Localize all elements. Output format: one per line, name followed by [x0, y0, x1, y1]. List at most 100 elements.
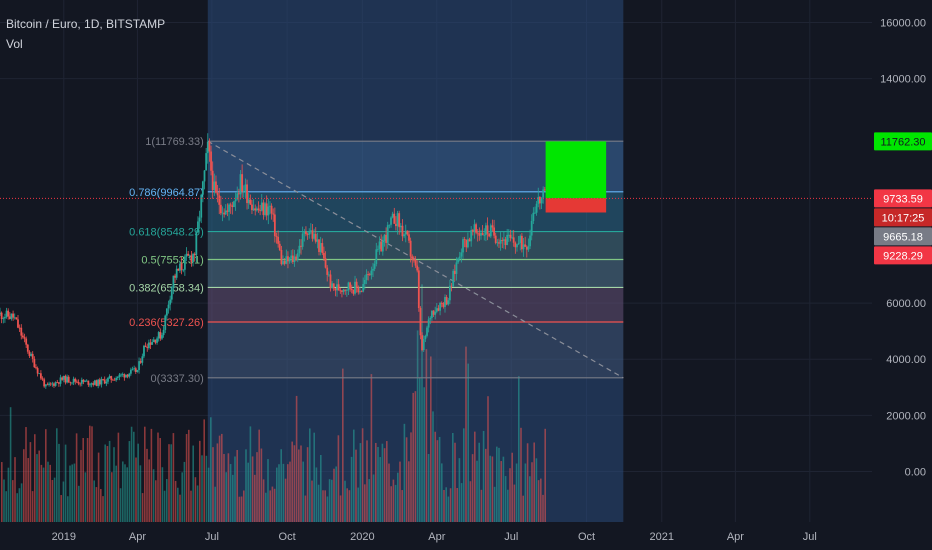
candle-body: [331, 283, 334, 289]
candle-body: [80, 379, 83, 384]
volume-bar: [7, 467, 10, 522]
volume-bar: [421, 284, 423, 522]
candle-body: [2, 318, 5, 320]
candle-body: [527, 246, 530, 250]
volume-bar: [192, 445, 194, 522]
candle-body: [110, 376, 113, 380]
stop-loss-zone[interactable]: [545, 198, 607, 213]
volume-bar: [236, 449, 238, 522]
volume-bar: [117, 432, 120, 522]
volume-bar: [89, 425, 91, 522]
candle-body: [259, 210, 262, 211]
volume-bar: [353, 429, 355, 522]
candle-body: [421, 335, 423, 351]
symbol-title[interactable]: Bitcoin / Euro, 1D, BITSTAMP: [6, 17, 166, 31]
candle-body: [524, 244, 527, 247]
candle-body: [296, 253, 299, 260]
volume-bar: [100, 489, 102, 522]
volume-bar: [434, 431, 436, 522]
price-axis[interactable]: 16000.00 14000.00 6000.00 4000.00 2000.00 0.0…: [874, 17, 932, 478]
candle-body: [417, 270, 420, 309]
price-axis-badge-label: 9665.18: [883, 231, 923, 243]
volume-bar: [405, 437, 408, 522]
volume-bars: [1, 284, 546, 522]
candle-body: [141, 356, 144, 363]
take-profit-zone[interactable]: [545, 141, 607, 199]
volume-bar: [168, 444, 170, 522]
volume-bar: [122, 461, 124, 522]
volume-bar: [139, 465, 142, 522]
candle-body: [7, 310, 10, 317]
candle-body: [390, 217, 392, 225]
candle-body: [252, 208, 255, 211]
candle-body: [316, 239, 319, 242]
candle-body: [249, 199, 252, 205]
candle-body: [391, 213, 394, 218]
candle-body: [255, 208, 258, 211]
fib-trend-line[interactable]: [207, 140, 624, 379]
candle-body: [447, 300, 450, 305]
price-axis-badge-label: 11762.30: [880, 136, 925, 148]
fib-level-label: 0.618(8548.29): [129, 227, 204, 239]
volume-bar: [339, 495, 342, 522]
long-position-tool[interactable]: [0, 141, 872, 213]
price-axis-badge: [874, 246, 932, 265]
time-axis[interactable]: 2019 Apr Jul Oct 2020 Apr Jul Oct 2021 Apr Jul: [52, 531, 817, 543]
volume-bar: [146, 448, 148, 522]
candle-body: [267, 206, 270, 216]
candle-body: [97, 379, 100, 386]
volume-bar: [315, 467, 318, 522]
volume-bar: [542, 494, 544, 522]
candle-body: [365, 274, 368, 280]
candle-body: [393, 213, 396, 224]
volume-bar: [436, 440, 439, 522]
candle-body: [501, 239, 504, 241]
volume-bar: [25, 427, 27, 522]
volume-bar: [234, 456, 236, 522]
candle-body: [321, 243, 324, 254]
candle-body: [120, 374, 122, 376]
candle-body: [507, 234, 510, 236]
candle-body: [201, 181, 204, 195]
candle-body: [46, 384, 49, 386]
candle-body: [18, 327, 21, 329]
volume-bar: [166, 479, 168, 522]
candle-body: [404, 230, 407, 235]
candle-body: [147, 342, 150, 349]
volume-bar: [267, 459, 269, 522]
candle-body: [236, 193, 239, 200]
candle-body: [38, 373, 41, 375]
candle-body: [467, 239, 469, 248]
candle-body: [107, 378, 109, 382]
candle-body: [383, 234, 386, 241]
candle-body: [462, 239, 464, 253]
volume-bar: [504, 476, 507, 522]
volume-indicator-label[interactable]: Vol: [6, 37, 23, 51]
candle-body: [399, 225, 402, 228]
candle-body: [342, 289, 345, 292]
volume-bar: [225, 472, 227, 522]
volume-bar: [482, 430, 485, 522]
candle-body: [488, 233, 491, 237]
volume-bar: [397, 472, 399, 522]
candle-body: [169, 299, 172, 305]
candle-body: [180, 263, 183, 270]
candle-body: [385, 234, 388, 243]
volume-bar: [515, 463, 518, 522]
volume-bar: [537, 480, 540, 522]
candle-body: [444, 297, 446, 307]
volume-bar: [412, 392, 414, 522]
volume-bar: [377, 446, 379, 522]
volume-bar: [331, 479, 333, 522]
volume-bar: [260, 448, 263, 522]
candle-body: [476, 232, 479, 234]
candle-body: [188, 255, 191, 257]
candle-body: [308, 232, 311, 235]
candle-body: [324, 258, 327, 268]
volume-bar: [27, 458, 29, 522]
volume-bar: [51, 480, 54, 522]
candle-body: [277, 236, 280, 244]
candle-body: [398, 213, 401, 228]
volume-bar: [214, 486, 216, 522]
